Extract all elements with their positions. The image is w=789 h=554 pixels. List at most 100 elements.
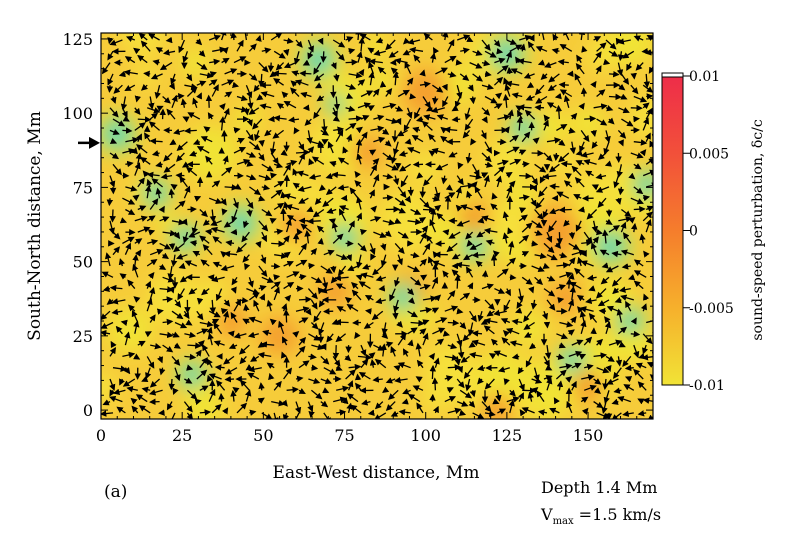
flow-vector xyxy=(342,146,349,154)
flow-vector xyxy=(224,375,235,383)
flow-vector xyxy=(506,146,520,154)
flow-vector xyxy=(196,62,208,71)
flow-vector xyxy=(617,129,627,139)
flow-vector xyxy=(464,107,471,121)
flow-vector xyxy=(630,152,644,159)
flow-vector xyxy=(413,54,421,64)
flow-vector xyxy=(505,171,513,179)
background-blob xyxy=(606,33,653,67)
colorbar-tick-label: -0.005 xyxy=(689,301,734,317)
flow-vector xyxy=(392,141,400,156)
flow-vector xyxy=(294,79,309,86)
flow-vector xyxy=(283,101,297,109)
flow-vector xyxy=(580,260,594,267)
flow-vector xyxy=(396,254,403,266)
flow-vector xyxy=(377,66,387,75)
flow-vector xyxy=(258,73,265,88)
flow-vector xyxy=(182,231,189,244)
flow-vector xyxy=(394,217,402,224)
flow-vector xyxy=(230,33,237,41)
flow-vector xyxy=(147,238,159,246)
flow-vector xyxy=(298,152,305,165)
flow-vector xyxy=(481,59,491,67)
flow-vector xyxy=(554,241,562,249)
flow-vector xyxy=(168,188,175,199)
flow-vector xyxy=(451,253,461,260)
flow-vector xyxy=(236,39,244,52)
flow-vector xyxy=(534,84,545,96)
flow-vector xyxy=(476,231,486,238)
flow-vector xyxy=(150,73,163,80)
flow-vector xyxy=(542,209,549,219)
flow-vector xyxy=(292,168,299,176)
flow-vector xyxy=(503,126,510,134)
flow-vector xyxy=(580,249,587,257)
flow-vector xyxy=(122,197,136,205)
flow-vector xyxy=(483,227,498,235)
flow-vector xyxy=(109,128,120,135)
flow-vector xyxy=(556,124,568,131)
flow-vector xyxy=(616,164,623,178)
vmax-annotation: Vmax =1.5 km/s xyxy=(540,505,661,527)
flow-vector xyxy=(258,174,272,181)
flow-vector xyxy=(210,219,222,226)
flow-vector xyxy=(392,71,400,86)
flow-vector xyxy=(605,265,619,273)
flow-vector xyxy=(258,382,265,391)
flow-vector xyxy=(298,243,307,256)
flow-vector xyxy=(534,104,545,111)
flow-vector xyxy=(645,218,652,233)
vmax-value: =1.5 km/s xyxy=(579,505,661,524)
flow-vector xyxy=(546,254,558,261)
flow-vector xyxy=(110,96,117,104)
background-blob xyxy=(274,171,313,210)
flow-vector xyxy=(542,119,549,131)
flow-vector xyxy=(410,276,422,286)
flow-vector xyxy=(137,226,151,233)
flow-vector xyxy=(497,114,511,121)
flow-vector xyxy=(162,276,175,283)
flow-vector xyxy=(357,79,366,86)
flow-vector xyxy=(178,39,185,54)
flow-vector xyxy=(519,194,530,201)
flow-vector xyxy=(259,103,272,110)
flow-vector xyxy=(447,39,455,52)
flow-vector xyxy=(656,170,659,176)
flow-vector xyxy=(346,133,353,142)
flow-vector xyxy=(137,54,148,64)
flow-vector xyxy=(218,103,226,111)
flow-vector xyxy=(575,160,585,167)
flow-vector xyxy=(221,166,233,177)
flow-vector xyxy=(552,33,559,41)
flow-vector xyxy=(385,88,393,97)
flow-vector xyxy=(411,135,424,143)
flow-vector xyxy=(613,175,620,189)
flow-vector xyxy=(298,141,305,151)
cool-region xyxy=(181,364,203,385)
flow-vector xyxy=(243,263,251,271)
flow-vector xyxy=(644,49,653,56)
flow-vector xyxy=(432,260,446,267)
flow-vector xyxy=(481,172,489,179)
flow-vector xyxy=(360,90,374,98)
flow-vector xyxy=(140,156,151,165)
flow-vector xyxy=(651,346,653,354)
flow-vector xyxy=(421,225,429,233)
flow-vector xyxy=(330,265,337,274)
flow-vector xyxy=(131,147,138,155)
flow-vector xyxy=(506,257,516,267)
flow-vector xyxy=(518,214,528,222)
flow-vector xyxy=(448,151,458,158)
flow-vector xyxy=(283,193,297,200)
flow-vector xyxy=(236,242,247,254)
flow-vector xyxy=(136,133,142,142)
flow-vector xyxy=(134,95,142,103)
x-tick-label: 75 xyxy=(334,426,354,445)
flow-vector xyxy=(518,234,530,244)
flow-vector xyxy=(568,127,576,134)
flow-vector xyxy=(419,81,431,88)
flow-vector xyxy=(615,197,622,205)
flow-vector xyxy=(597,197,607,208)
flow-vector xyxy=(580,151,594,158)
flow-vector xyxy=(306,130,313,145)
